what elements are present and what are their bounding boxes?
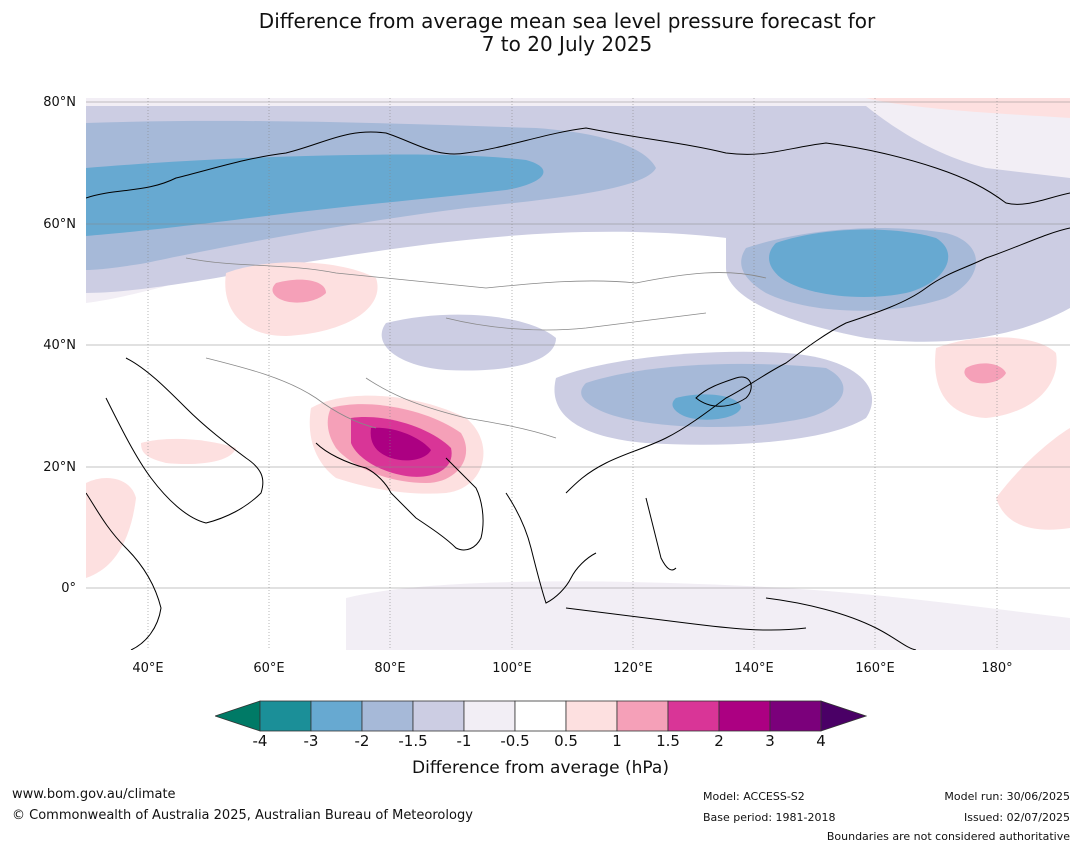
colorbar-tick-label: 1.5 [656, 732, 680, 750]
coastline-philippines [645, 497, 677, 571]
colorbar-tick-label: 2 [714, 732, 724, 750]
lat-label-20n: 20°N [43, 460, 76, 475]
coastline-india [315, 442, 484, 551]
anomaly-shading [86, 98, 1070, 650]
colorbar-label: Difference from average (hPa) [412, 758, 669, 778]
coastlines [86, 127, 1070, 650]
border-china-mongolia [445, 312, 707, 331]
border-himalaya [365, 377, 557, 439]
map-svg [86, 98, 1070, 650]
title-line-1: Difference from average mean sea level p… [258, 9, 876, 33]
lat-label-80n: 80°N [43, 95, 76, 110]
colorbar-extend-low [215, 700, 261, 732]
coastline-new-guinea [765, 597, 917, 650]
colorbar-segment [718, 700, 771, 732]
coastline-arabia [105, 357, 264, 524]
colorbar-segment [616, 700, 669, 732]
coastline-africa [86, 492, 162, 650]
colorbar-segment [514, 700, 567, 732]
colorbar-tick-label: -0.5 [500, 732, 530, 750]
footer-model-run: Model run: 30/06/2025 [944, 790, 1070, 803]
border-middle-east [205, 357, 377, 429]
colorbar-tick-label: -4 [252, 732, 268, 750]
negative-equatorial [346, 581, 1070, 650]
colorbar-segment [310, 700, 363, 732]
colorbar-tick-label: 3 [765, 732, 775, 750]
colorbar-segment [769, 700, 822, 732]
colorbar-segment [565, 700, 618, 732]
colorbar-segment [259, 700, 312, 732]
colorbar-tick-label: -1.5 [398, 732, 428, 750]
colorbar-segment [667, 700, 720, 732]
positive-core-kazakhstan [272, 279, 326, 303]
colorbar-tick-label: 1 [612, 732, 622, 750]
lat-label-40n: 40°N [43, 338, 76, 353]
colorbar-segments [215, 700, 867, 732]
positive-east [996, 428, 1070, 530]
pressure-anomaly-map [86, 98, 1070, 650]
footer-issued: Issued: 02/07/2025 [963, 811, 1070, 824]
negative-core-north [86, 154, 544, 236]
lat-label-60n: 60°N [43, 217, 76, 232]
footer-base-period: Base period: 1981-2018 [703, 811, 836, 824]
negative-core-northeast-pacific [769, 229, 949, 298]
title-line-2: 7 to 20 July 2025 [481, 32, 653, 56]
negative-core-east-asia [672, 394, 741, 420]
lon-label-100e: 100°E [492, 661, 532, 676]
colorbar-segment [361, 700, 414, 732]
border-russia-kazakhstan [185, 257, 767, 289]
colorbar-tick-label: -2 [354, 732, 370, 750]
colorbar-tick-label: -1 [456, 732, 472, 750]
colorbar-extend-high [820, 700, 867, 732]
country-borders [185, 257, 767, 439]
footer-website: www.bom.gov.au/climate [12, 787, 176, 802]
lon-label-60e: 60°E [253, 661, 285, 676]
lon-label-140e: 140°E [734, 661, 774, 676]
colorbar-tick-label: 4 [816, 732, 826, 750]
footer-disclaimer: Boundaries are not considered authoritat… [826, 830, 1070, 843]
graticule [86, 98, 1070, 650]
footer-copyright: © Commonwealth of Australia 2025, Austra… [12, 808, 473, 823]
colorbar-tick-label: -3 [303, 732, 319, 750]
positive-arctic [866, 98, 1070, 118]
lat-label-0: 0° [61, 581, 76, 596]
colorbar-segment [412, 700, 465, 732]
positive-core-india [370, 427, 431, 461]
positive-arabia [141, 438, 236, 465]
coastline-east-asia [565, 227, 1070, 494]
coastline-indonesia [565, 607, 807, 631]
coastline-southeast-asia [505, 492, 597, 604]
colorbar-segment [463, 700, 516, 732]
lon-label-120e: 120°E [613, 661, 653, 676]
lon-label-180: 180° [981, 661, 1013, 676]
colorbar [215, 700, 867, 732]
positive-core-northwest-pacific [964, 363, 1006, 384]
lon-label-40e: 40°E [132, 661, 164, 676]
lon-label-80e: 80°E [374, 661, 406, 676]
colorbar-tick-label: 0.5 [554, 732, 578, 750]
coastline-arctic [86, 127, 1070, 205]
lon-label-160e: 160°E [855, 661, 895, 676]
positive-africa [86, 478, 136, 578]
coastline-japan [695, 376, 752, 407]
footer-model: Model: ACCESS-S2 [703, 790, 805, 803]
map-title: Difference from average mean sea level p… [0, 10, 1081, 56]
